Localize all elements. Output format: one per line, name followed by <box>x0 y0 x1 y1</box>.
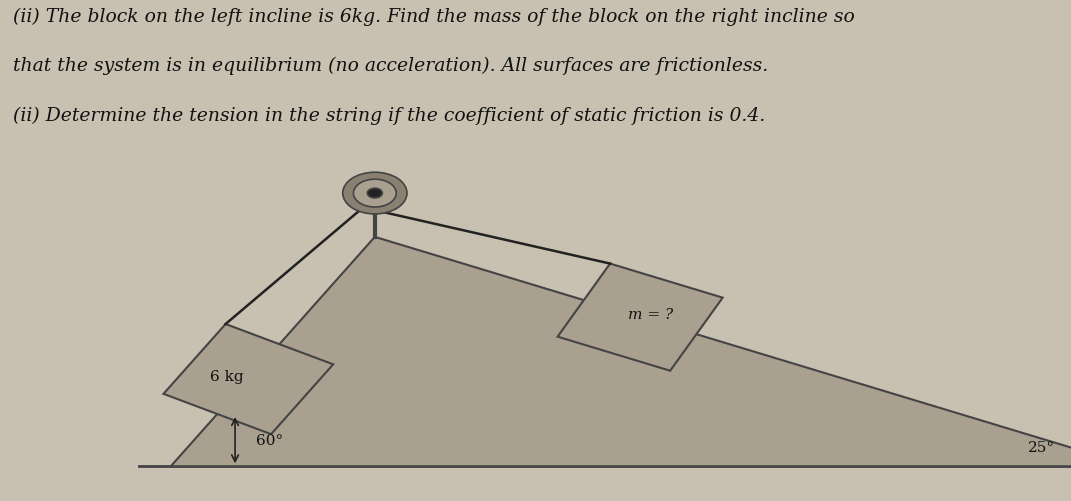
Text: m = ?: m = ? <box>629 307 674 321</box>
Circle shape <box>367 189 382 198</box>
Polygon shape <box>164 324 333 434</box>
Polygon shape <box>170 237 1071 466</box>
Circle shape <box>343 173 407 214</box>
Text: 25°: 25° <box>1028 440 1055 454</box>
Polygon shape <box>558 264 723 371</box>
Text: 60°: 60° <box>256 433 284 447</box>
Text: 6 kg: 6 kg <box>210 369 244 383</box>
Circle shape <box>353 180 396 207</box>
Text: that the system is in equilibrium (no acceleration). All surfaces are frictionle: that the system is in equilibrium (no ac… <box>13 57 768 75</box>
Text: (ii) The block on the left incline is 6kg. Find the mass of the block on the rig: (ii) The block on the left incline is 6k… <box>13 8 855 26</box>
Text: (ii) Determine the tension in the string if the coefficient of static friction i: (ii) Determine the tension in the string… <box>13 107 765 125</box>
